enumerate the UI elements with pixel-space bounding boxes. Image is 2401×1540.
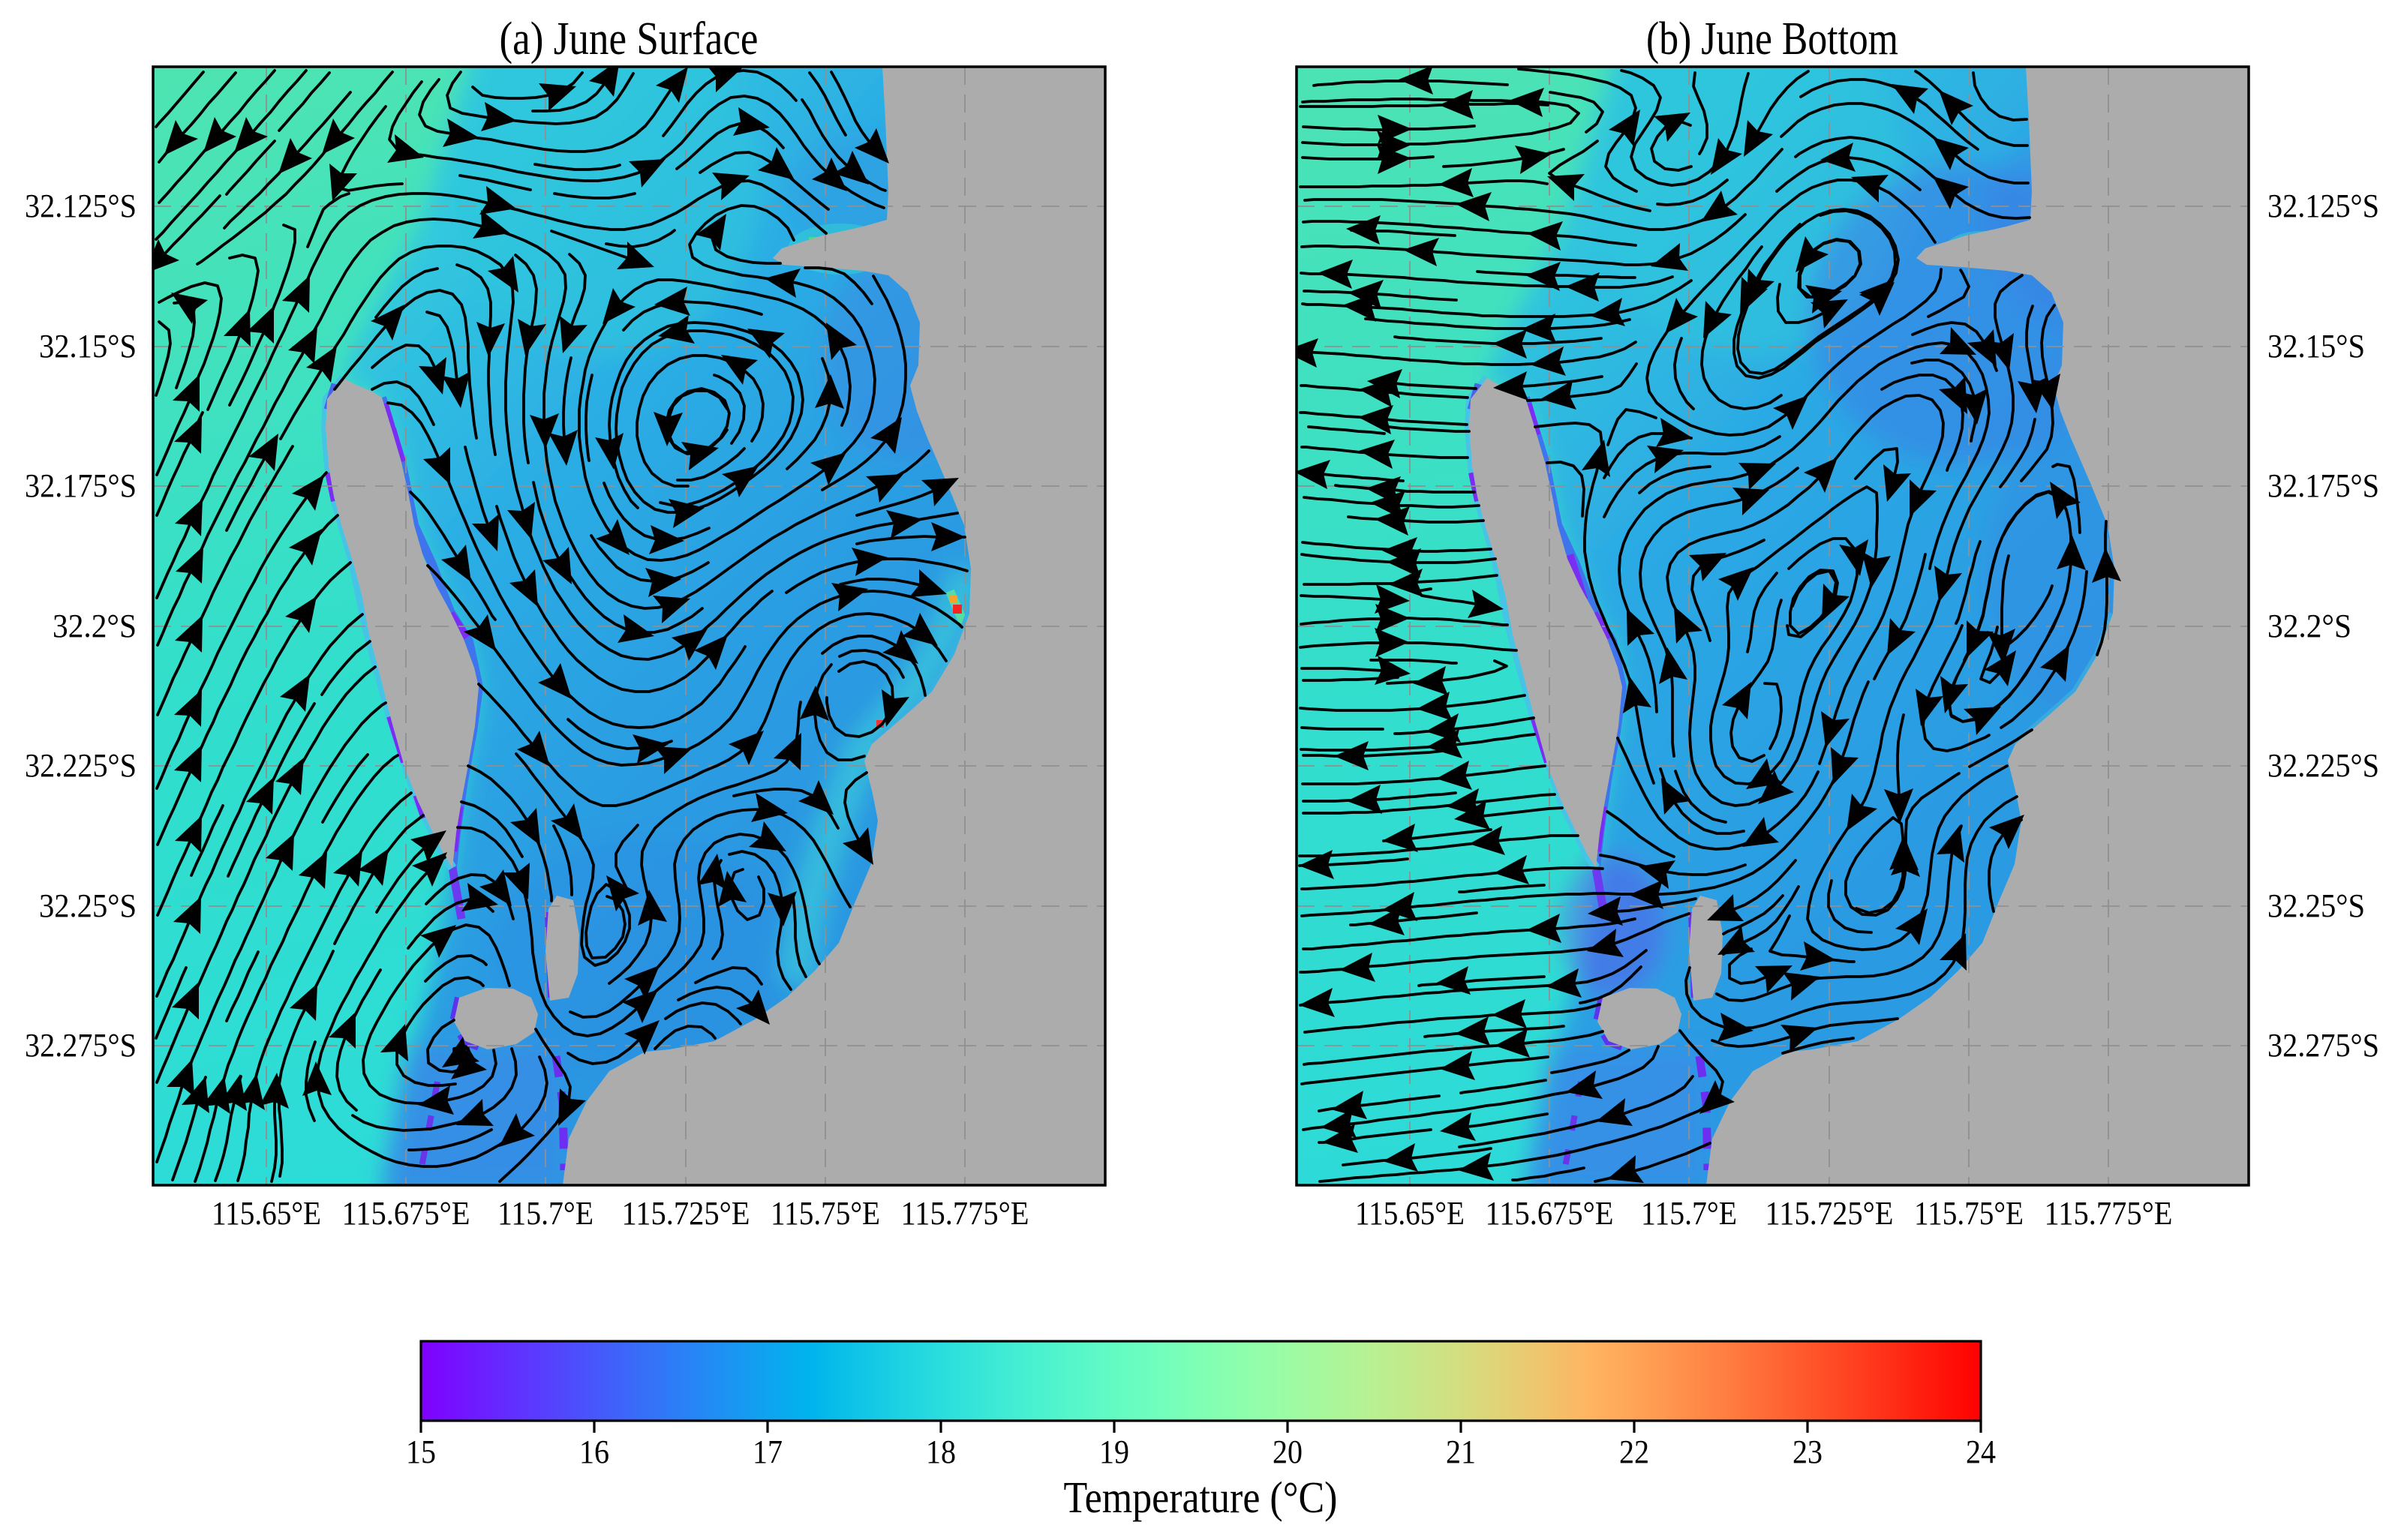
svg-text:115.75°E: 115.75°E (771, 1195, 880, 1232)
svg-text:115.725°E: 115.725°E (622, 1195, 750, 1232)
svg-text:115.7°E: 115.7°E (1641, 1195, 1737, 1232)
svg-text:23: 23 (1792, 1433, 1823, 1470)
svg-text:32.2°S: 32.2°S (53, 608, 137, 644)
svg-text:32.125°S: 32.125°S (25, 188, 137, 224)
svg-text:32.15°S: 32.15°S (39, 328, 137, 365)
svg-text:22: 22 (1619, 1433, 1649, 1470)
svg-text:18: 18 (926, 1433, 956, 1470)
svg-text:Temperature (°C): Temperature (°C) (1064, 1472, 1338, 1522)
svg-text:24: 24 (1966, 1433, 1996, 1470)
svg-text:(a) June Surface: (a) June Surface (500, 14, 759, 65)
svg-text:15: 15 (406, 1433, 436, 1470)
svg-text:32.275°S: 32.275°S (25, 1027, 137, 1064)
svg-text:20: 20 (1273, 1433, 1303, 1470)
svg-text:32.175°S: 32.175°S (2267, 467, 2379, 504)
svg-text:17: 17 (753, 1433, 783, 1470)
svg-text:115.725°E: 115.725°E (1765, 1195, 1894, 1232)
svg-text:32.15°S: 32.15°S (2267, 328, 2365, 365)
svg-text:115.675°E: 115.675°E (1486, 1195, 1614, 1232)
svg-text:32.2°S: 32.2°S (2267, 608, 2351, 644)
svg-text:32.25°S: 32.25°S (39, 887, 137, 924)
svg-text:115.675°E: 115.675°E (342, 1195, 470, 1232)
svg-text:19: 19 (1099, 1433, 1129, 1470)
svg-text:115.65°E: 115.65°E (1355, 1195, 1465, 1232)
svg-text:32.25°S: 32.25°S (2267, 887, 2365, 924)
svg-text:32.125°S: 32.125°S (2267, 188, 2379, 224)
svg-text:115.7°E: 115.7°E (497, 1195, 593, 1232)
svg-text:115.775°E: 115.775°E (901, 1195, 1029, 1232)
svg-text:(b) June Bottom: (b) June Bottom (1646, 14, 1898, 65)
svg-text:115.65°E: 115.65°E (212, 1195, 321, 1232)
svg-text:32.275°S: 32.275°S (2267, 1027, 2379, 1064)
svg-text:32.225°S: 32.225°S (25, 747, 137, 784)
svg-text:21: 21 (1446, 1433, 1476, 1470)
svg-text:115.75°E: 115.75°E (1914, 1195, 2024, 1232)
svg-text:32.175°S: 32.175°S (25, 467, 137, 504)
svg-text:115.775°E: 115.775°E (2045, 1195, 2173, 1232)
svg-text:16: 16 (579, 1433, 609, 1470)
svg-text:32.225°S: 32.225°S (2267, 747, 2379, 784)
